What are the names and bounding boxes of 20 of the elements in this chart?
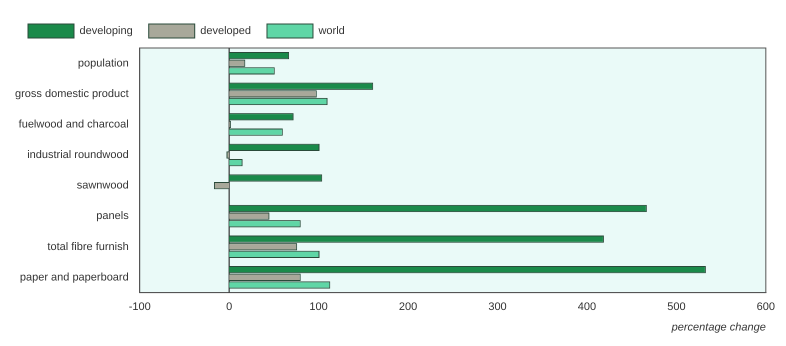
y-tick-label: fuelwood and charcoal	[18, 118, 129, 130]
y-tick-label: population	[78, 57, 129, 70]
x-tick-label: 100	[309, 301, 328, 314]
x-tick-label: -100	[128, 301, 151, 314]
x-tick-label: 500	[667, 301, 686, 314]
legend-label: world	[317, 25, 345, 38]
y-tick-label: panels	[96, 210, 130, 222]
y-tick-label: paper and paperboard	[20, 271, 129, 284]
y-tick-label: total fibre furnish	[47, 240, 129, 253]
y-tick-label: sawnwood	[76, 180, 129, 192]
x-tick-label: 0	[226, 301, 232, 314]
x-tick-label: 200	[398, 301, 418, 314]
y-tick-label: industrial roundwood	[27, 149, 129, 162]
x-tick-label: 400	[578, 301, 596, 314]
legend-label: developing	[80, 25, 133, 38]
legend-label: developed	[200, 25, 251, 38]
y-tick-label: gross domestic product	[15, 88, 129, 100]
x-tick-label: 600	[756, 301, 776, 314]
x-axis-title: percentage change	[670, 321, 766, 334]
x-tick-label: 300	[488, 301, 507, 314]
